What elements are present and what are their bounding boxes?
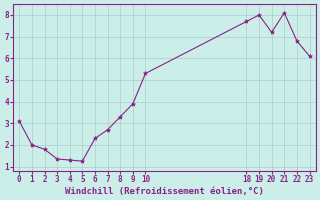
X-axis label: Windchill (Refroidissement éolien,°C): Windchill (Refroidissement éolien,°C) xyxy=(65,187,264,196)
